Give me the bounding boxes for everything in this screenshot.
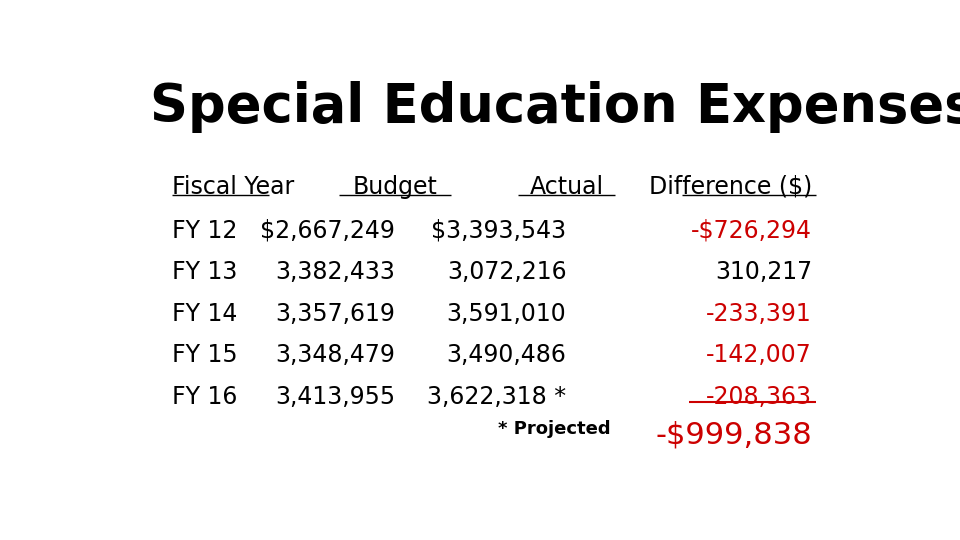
Text: -$726,294: -$726,294 [691,219,812,242]
Text: -233,391: -233,391 [707,302,812,326]
Text: Actual: Actual [529,175,604,199]
Text: FY 14: FY 14 [172,302,237,326]
Text: 16: 16 [909,518,926,532]
Text: Budget: Budget [353,175,438,199]
Text: FY 13: FY 13 [172,260,237,284]
Text: FY 12: FY 12 [172,219,237,242]
Text: 3,591,010: 3,591,010 [446,302,566,326]
Text: 3,622,318 *: 3,622,318 * [427,385,566,409]
Text: 3,072,216: 3,072,216 [446,260,566,284]
Text: 3,413,955: 3,413,955 [276,385,396,409]
Text: -208,363: -208,363 [706,385,812,409]
Text: Special Education Expenses: Special Education Expenses [150,82,960,133]
Text: 310,217: 310,217 [715,260,812,284]
Text: FY 16: FY 16 [172,385,237,409]
Text: FY 15: FY 15 [172,343,238,367]
Text: 3,490,486: 3,490,486 [446,343,566,367]
Text: 3,357,619: 3,357,619 [276,302,396,326]
Text: -142,007: -142,007 [707,343,812,367]
Text: $3,393,543: $3,393,543 [431,219,566,242]
Text: 3,382,433: 3,382,433 [276,260,396,284]
Text: Fiscal Year: Fiscal Year [172,175,295,199]
Text: $2,667,249: $2,667,249 [260,219,396,242]
Text: 3,348,479: 3,348,479 [276,343,396,367]
Text: * Projected: * Projected [498,420,611,438]
Text: -$999,838: -$999,838 [655,420,812,449]
Text: Difference ($): Difference ($) [649,175,812,199]
